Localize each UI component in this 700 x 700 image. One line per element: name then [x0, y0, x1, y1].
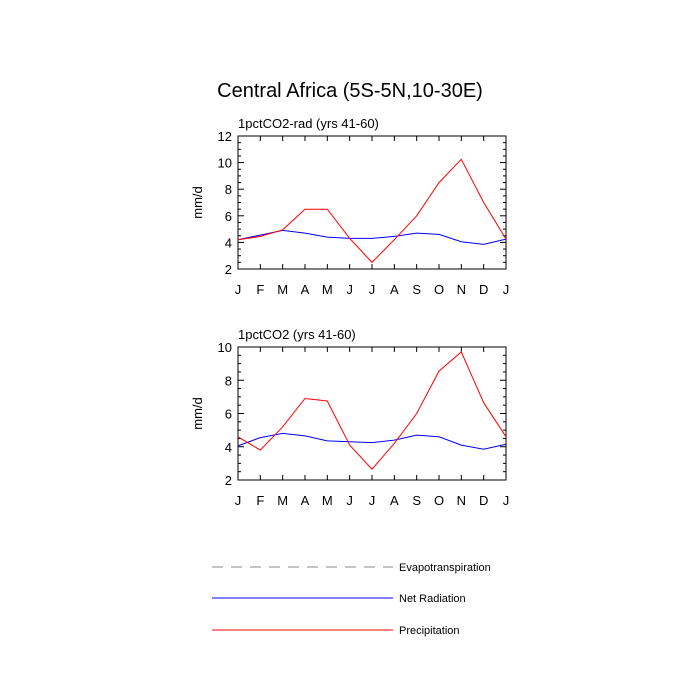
legend: Evapotranspiration Net Radiation Precipita…: [212, 562, 491, 637]
x-tick-label: N: [457, 282, 466, 297]
net-radiation-line: [237, 432, 507, 450]
x-tick-label: D: [479, 282, 488, 297]
y-axis-label: mm/d: [190, 397, 205, 430]
x-tick-label: J: [235, 493, 242, 508]
x-tick-label: A: [301, 493, 310, 508]
panel-title: 1pctCO2 (yrs 41-60): [238, 327, 356, 342]
x-tick-label: J: [503, 282, 510, 297]
x-tick-label: J: [346, 493, 353, 508]
x-tick-label: J: [369, 493, 376, 508]
x-tick-label: N: [457, 493, 466, 508]
x-tick-label: J: [503, 493, 510, 508]
y-axis-label: mm/d: [190, 186, 205, 219]
net-radiation-line: [237, 229, 507, 245]
x-tick-label: M: [277, 493, 288, 508]
x-tick-label: A: [301, 282, 310, 297]
y-tick-label: 6: [225, 209, 232, 224]
y-tick-label: 8: [225, 373, 232, 388]
x-tick-label: F: [256, 493, 264, 508]
x-tick-label: O: [434, 282, 444, 297]
x-tick-label: S: [412, 282, 421, 297]
y-tick-label: 2: [225, 473, 232, 488]
precipitation-line: [237, 351, 507, 470]
precipitation-line: [237, 158, 507, 264]
x-tick-label: M: [322, 282, 333, 297]
y-tick-label: 6: [225, 407, 232, 422]
legend-label: Evapotranspiration: [399, 562, 491, 574]
legend-label: Net Radiation: [399, 593, 466, 605]
y-tick-label: 4: [225, 235, 232, 250]
x-tick-label: J: [235, 282, 242, 297]
chart-title: Central Africa (5S-5N,10-30E): [217, 80, 483, 102]
x-tick-label: O: [434, 493, 444, 508]
plot-frame: [237, 135, 507, 270]
x-tick-label: J: [369, 282, 376, 297]
x-tick-label: F: [256, 282, 264, 297]
x-tick-label: A: [390, 282, 399, 297]
y-tick-label: 10: [218, 156, 232, 171]
y-tick-label: 10: [218, 340, 232, 355]
y-tick-label: 8: [225, 182, 232, 197]
x-tick-label: J: [346, 282, 353, 297]
y-tick-label: 12: [218, 129, 232, 144]
x-tick-label: A: [390, 493, 399, 508]
x-tick-label: M: [277, 282, 288, 297]
y-tick-label: 4: [225, 440, 232, 455]
x-tick-label: M: [322, 493, 333, 508]
plot-frame: [237, 346, 507, 481]
panel-title: 1pctCO2-rad (yrs 41-60): [238, 116, 379, 131]
x-tick-label: D: [479, 493, 488, 508]
legend-label: Precipitation: [399, 625, 460, 637]
x-tick-label: S: [412, 493, 421, 508]
y-tick-label: 2: [225, 262, 232, 277]
